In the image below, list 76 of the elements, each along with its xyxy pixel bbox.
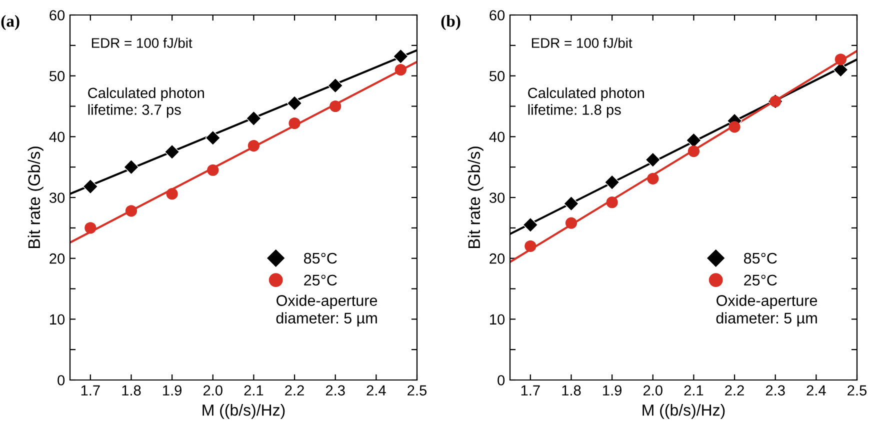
x-tick-label: 2.0	[203, 385, 222, 396]
legend-label: 85°C	[304, 252, 337, 264]
x-tick-label: 2.0	[643, 385, 662, 396]
x-tick-label: 2.3	[326, 385, 345, 396]
point	[166, 188, 178, 200]
y-axis-title: Bit rate (Gb/s)	[468, 146, 484, 248]
point	[124, 159, 139, 175]
x-tick-label: 1.8	[562, 385, 581, 396]
y-tick-label: 30	[49, 192, 65, 203]
point	[84, 222, 96, 234]
y-tick-label: 20	[50, 253, 65, 264]
text: (b)	[441, 15, 460, 30]
point	[286, 96, 302, 111]
y-axis-title: Bit rate (Gb/s)	[28, 146, 44, 248]
point	[834, 54, 846, 66]
x-tick-label: 2.3	[766, 385, 785, 396]
y-tick-label: 40	[49, 132, 65, 142]
x-tick-label: 2.4	[366, 385, 386, 396]
y-tick-label: 10	[490, 314, 505, 325]
annotation: EDR = 100 fJ/bit	[92, 38, 192, 48]
point	[82, 178, 98, 194]
point	[393, 48, 408, 64]
text: (a)	[1, 15, 20, 30]
y-tick-label: 40	[489, 132, 505, 142]
point	[328, 78, 343, 94]
point	[522, 217, 538, 233]
annotation: Oxide-aperture diameter: 5 µm	[276, 294, 378, 327]
point	[524, 240, 536, 252]
x-tick-label: 2.5	[408, 385, 427, 396]
y-tick-label: 60	[50, 10, 65, 20]
point	[688, 145, 700, 158]
point	[564, 196, 579, 212]
legend-label: 85°C	[744, 252, 777, 264]
annotation: Calculated photon lifetime: 1.8 ps	[528, 87, 644, 118]
y-tick-label: 30	[489, 192, 505, 203]
point	[565, 217, 578, 229]
point	[248, 140, 260, 152]
y-tick-label: 0	[498, 375, 505, 386]
annotation: Calculated photon lifetime: 3.7 ps	[88, 87, 204, 118]
point	[207, 164, 219, 176]
x-axis-title: M ((b/s)/Hz)	[642, 404, 725, 419]
point	[205, 130, 221, 146]
x-tick-label: 2.2	[725, 385, 744, 396]
annotation: EDR = 100 fJ/bit	[532, 38, 632, 48]
point	[125, 205, 138, 217]
x-tick-label: 1.9	[163, 385, 182, 396]
y-tick-label: 50	[490, 70, 505, 82]
x-tick-label: 2.1	[684, 385, 704, 396]
y-tick-label: 10	[50, 314, 65, 325]
legend-label: 25°C	[304, 274, 337, 286]
point	[330, 100, 342, 112]
point	[604, 174, 620, 190]
point	[686, 132, 702, 148]
x-tick-label: 1.9	[603, 385, 622, 396]
point	[606, 196, 618, 208]
x-tick-label: 2.1	[244, 385, 264, 396]
x-tick-label: 2.4	[806, 385, 826, 396]
annotation: Oxide-aperture diameter: 5 µm	[716, 294, 818, 327]
point	[728, 121, 740, 133]
legend-label: 25°C	[744, 274, 777, 286]
x-tick-label: 1.7	[81, 385, 100, 396]
y-tick-label: 50	[50, 70, 65, 82]
point	[288, 117, 300, 130]
x-axis-title: M ((b/s)/Hz)	[202, 404, 285, 419]
x-tick-label: 1.7	[521, 385, 540, 396]
point	[246, 110, 262, 126]
x-tick-label: 2.5	[848, 385, 867, 396]
x-tick-label: 2.2	[285, 385, 304, 396]
point	[645, 152, 661, 168]
y-tick-label: 20	[490, 253, 505, 264]
x-tick-label: 1.8	[122, 385, 141, 396]
point	[164, 144, 180, 160]
y-tick-label: 0	[58, 375, 65, 386]
point	[394, 64, 406, 76]
y-tick-label: 60	[490, 10, 505, 20]
point	[647, 172, 659, 184]
